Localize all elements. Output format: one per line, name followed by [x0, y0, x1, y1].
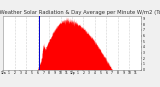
Title: Milwaukee Weather Solar Radiation & Day Average per Minute W/m2 (Today): Milwaukee Weather Solar Radiation & Day … — [0, 10, 160, 15]
